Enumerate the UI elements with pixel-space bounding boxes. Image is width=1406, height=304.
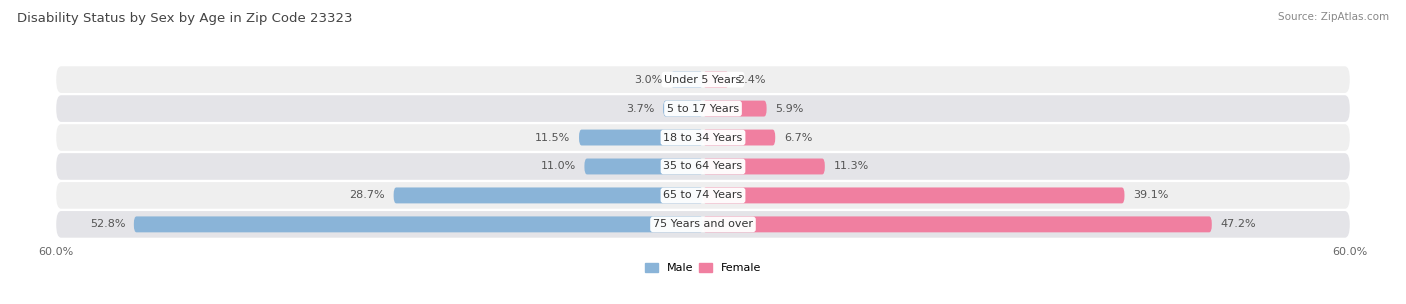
FancyBboxPatch shape xyxy=(703,188,1125,203)
Text: 11.0%: 11.0% xyxy=(540,161,576,171)
FancyBboxPatch shape xyxy=(579,130,703,146)
FancyBboxPatch shape xyxy=(703,158,825,174)
FancyBboxPatch shape xyxy=(394,188,703,203)
FancyBboxPatch shape xyxy=(56,66,1350,93)
Text: 6.7%: 6.7% xyxy=(785,133,813,143)
FancyBboxPatch shape xyxy=(703,130,775,146)
Text: 52.8%: 52.8% xyxy=(90,219,125,230)
Text: 3.0%: 3.0% xyxy=(634,74,662,85)
Legend: Male, Female: Male, Female xyxy=(640,258,766,278)
Text: 47.2%: 47.2% xyxy=(1220,219,1256,230)
FancyBboxPatch shape xyxy=(56,153,1350,180)
Text: 39.1%: 39.1% xyxy=(1133,190,1168,200)
Text: 28.7%: 28.7% xyxy=(349,190,385,200)
FancyBboxPatch shape xyxy=(671,72,703,88)
FancyBboxPatch shape xyxy=(56,124,1350,151)
Text: 35 to 64 Years: 35 to 64 Years xyxy=(664,161,742,171)
FancyBboxPatch shape xyxy=(703,101,766,116)
Text: 11.3%: 11.3% xyxy=(834,161,869,171)
FancyBboxPatch shape xyxy=(585,158,703,174)
FancyBboxPatch shape xyxy=(56,95,1350,122)
FancyBboxPatch shape xyxy=(56,182,1350,209)
Text: 11.5%: 11.5% xyxy=(536,133,571,143)
FancyBboxPatch shape xyxy=(664,101,703,116)
Text: 5.9%: 5.9% xyxy=(775,104,804,114)
Text: 5 to 17 Years: 5 to 17 Years xyxy=(666,104,740,114)
Text: 3.7%: 3.7% xyxy=(626,104,654,114)
Text: 18 to 34 Years: 18 to 34 Years xyxy=(664,133,742,143)
Text: Under 5 Years: Under 5 Years xyxy=(665,74,741,85)
Text: Disability Status by Sex by Age in Zip Code 23323: Disability Status by Sex by Age in Zip C… xyxy=(17,12,353,25)
Text: 65 to 74 Years: 65 to 74 Years xyxy=(664,190,742,200)
FancyBboxPatch shape xyxy=(703,216,1212,232)
FancyBboxPatch shape xyxy=(703,72,728,88)
Text: 75 Years and over: 75 Years and over xyxy=(652,219,754,230)
Text: 2.4%: 2.4% xyxy=(738,74,766,85)
Text: Source: ZipAtlas.com: Source: ZipAtlas.com xyxy=(1278,12,1389,22)
FancyBboxPatch shape xyxy=(56,211,1350,238)
FancyBboxPatch shape xyxy=(134,216,703,232)
